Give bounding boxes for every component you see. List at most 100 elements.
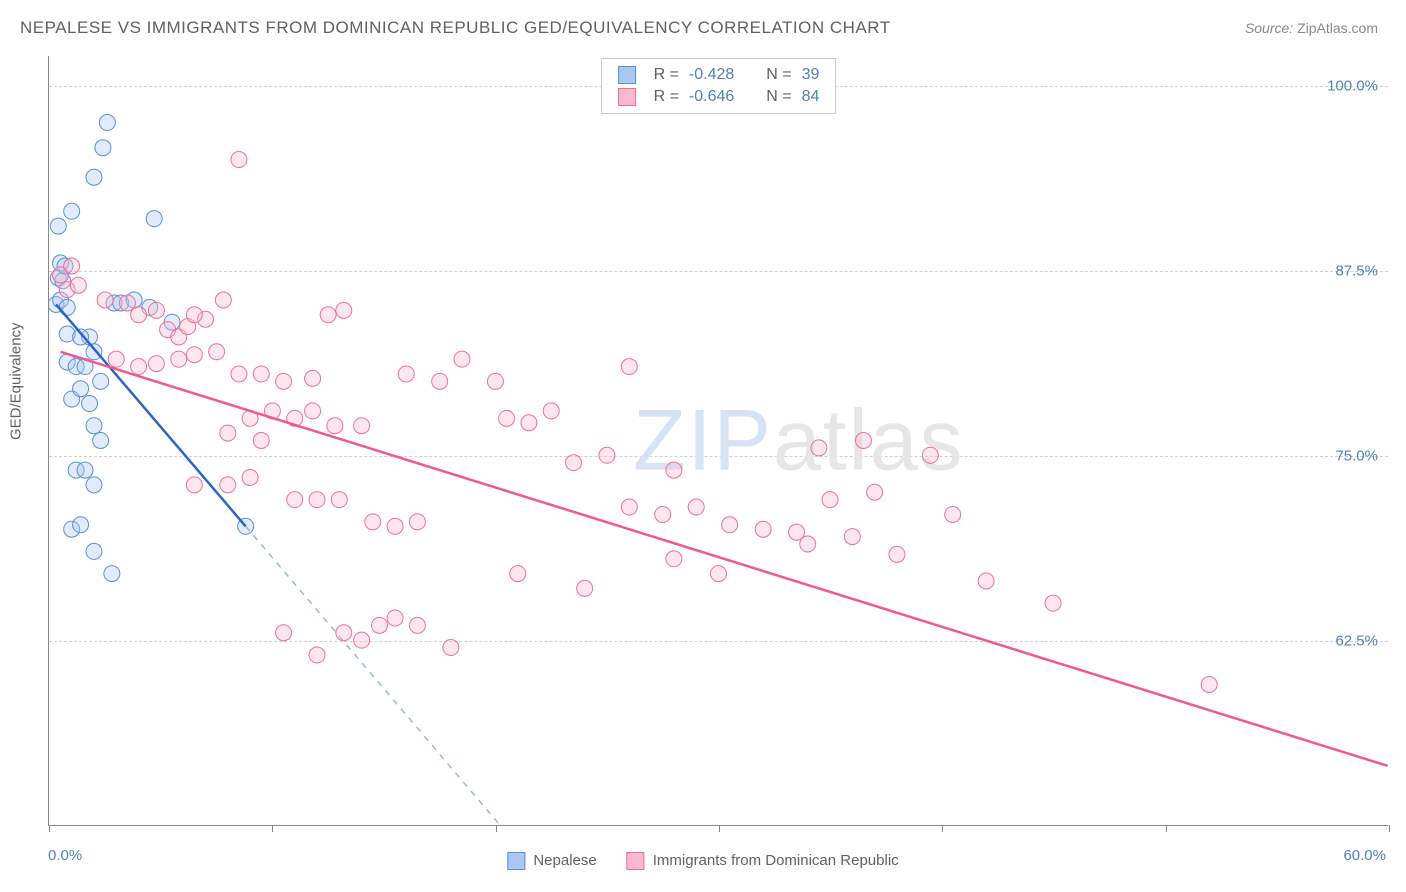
stats-r-value-2: -0.646 — [689, 88, 734, 106]
data-point — [131, 359, 147, 375]
trend-line — [56, 304, 246, 526]
data-point — [978, 573, 994, 589]
x-tick — [942, 825, 943, 832]
chart-title: NEPALESE VS IMMIGRANTS FROM DOMINICAN RE… — [20, 18, 891, 38]
data-point — [543, 403, 559, 419]
data-point — [621, 359, 637, 375]
trend-line-extrapolated — [246, 526, 500, 825]
data-point — [454, 351, 470, 367]
stats-n-value-2: 84 — [802, 88, 820, 106]
stats-r-value-1: -0.428 — [689, 66, 734, 84]
data-point — [711, 566, 727, 582]
data-point — [655, 506, 671, 522]
data-point — [566, 455, 582, 471]
x-tick — [49, 825, 50, 832]
trend-line — [61, 352, 1388, 766]
data-point — [354, 418, 370, 434]
data-point — [99, 115, 115, 131]
data-point — [309, 492, 325, 508]
data-point — [104, 566, 120, 582]
data-point — [354, 632, 370, 648]
data-point — [577, 580, 593, 596]
x-tick — [272, 825, 273, 832]
data-point — [365, 514, 381, 530]
source-label: Source: — [1245, 20, 1293, 36]
swatch-series1 — [618, 66, 636, 84]
data-point — [621, 499, 637, 515]
source-attribution: Source: ZipAtlas.com — [1245, 20, 1378, 36]
data-point — [148, 302, 164, 318]
data-point — [148, 356, 164, 372]
data-point — [93, 433, 109, 449]
data-point — [822, 492, 838, 508]
x-axis-max-label: 60.0% — [1343, 847, 1386, 864]
data-point — [95, 140, 111, 156]
data-point — [487, 373, 503, 389]
data-point — [253, 366, 269, 382]
data-point — [811, 440, 827, 456]
stats-row-series1: R = -0.428 N = 39 — [618, 64, 820, 86]
legend-label-2: Immigrants from Dominican Republic — [653, 852, 899, 869]
data-point — [50, 218, 66, 234]
data-point — [666, 462, 682, 478]
x-tick — [1389, 825, 1390, 832]
data-point — [1201, 677, 1217, 693]
data-point — [171, 351, 187, 367]
data-point — [409, 514, 425, 530]
data-point — [722, 517, 738, 533]
data-point — [220, 425, 236, 441]
data-point — [800, 536, 816, 552]
data-point — [64, 203, 80, 219]
data-point — [844, 529, 860, 545]
data-point — [432, 373, 448, 389]
data-point — [1045, 595, 1061, 611]
stats-legend-box: R = -0.428 N = 39 R = -0.646 N = 84 — [601, 58, 837, 114]
data-point — [146, 211, 162, 227]
legend-item-1: Nepalese — [507, 852, 596, 870]
x-tick — [719, 825, 720, 832]
stats-r-label: R = — [654, 88, 679, 106]
data-point — [320, 307, 336, 323]
data-point — [64, 258, 80, 274]
data-point — [521, 415, 537, 431]
data-point — [336, 302, 352, 318]
data-point — [231, 152, 247, 168]
data-point — [59, 299, 75, 315]
stats-n-label: N = — [766, 66, 791, 84]
plot-area: R = -0.428 N = 39 R = -0.646 N = 84 ZIPa… — [48, 56, 1388, 826]
data-point — [387, 518, 403, 534]
data-point — [510, 566, 526, 582]
source-name: ZipAtlas.com — [1297, 20, 1378, 36]
data-point — [86, 543, 102, 559]
data-point — [73, 517, 89, 533]
data-point — [186, 307, 202, 323]
stats-n-label: N = — [766, 88, 791, 106]
data-point — [209, 344, 225, 360]
legend-swatch-2 — [627, 852, 645, 870]
data-point — [755, 521, 771, 537]
data-point — [86, 477, 102, 493]
data-point — [231, 366, 247, 382]
data-point — [242, 469, 258, 485]
legend-bottom: Nepalese Immigrants from Dominican Repub… — [507, 852, 898, 870]
stats-n-value-1: 39 — [802, 66, 820, 84]
data-point — [77, 462, 93, 478]
data-point — [599, 447, 615, 463]
data-point — [305, 370, 321, 386]
y-axis-label: GED/Equivalency — [8, 322, 25, 440]
data-point — [220, 477, 236, 493]
data-point — [276, 625, 292, 641]
data-point — [97, 292, 113, 308]
data-point — [499, 410, 515, 426]
stats-row-series2: R = -0.646 N = 84 — [618, 86, 820, 108]
legend-swatch-1 — [507, 852, 525, 870]
data-point — [331, 492, 347, 508]
data-point — [287, 492, 303, 508]
data-point — [82, 396, 98, 412]
data-point — [186, 477, 202, 493]
data-point — [922, 447, 938, 463]
data-point — [108, 351, 124, 367]
legend-item-2: Immigrants from Dominican Republic — [627, 852, 899, 870]
stats-r-label: R = — [654, 66, 679, 84]
data-point — [86, 169, 102, 185]
